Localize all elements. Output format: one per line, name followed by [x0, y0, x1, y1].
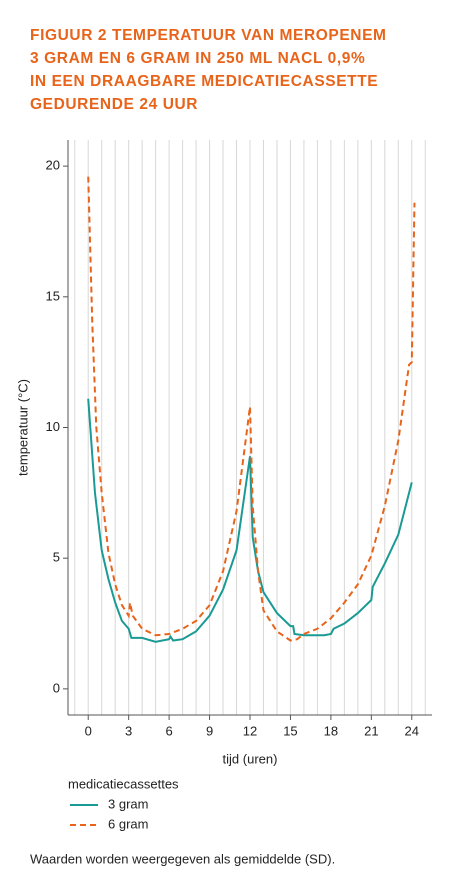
chart-title: 3 GRAM EN 6 GRAM IN 250 ML NACL 0,9%	[30, 50, 365, 67]
y-tick-label: 20	[46, 158, 60, 173]
y-tick-label: 5	[53, 550, 60, 565]
x-tick-label: 0	[85, 723, 92, 738]
legend-title: medicatiecassettes	[68, 776, 179, 791]
note: Waarden worden weergegeven als gemiddeld…	[30, 851, 335, 866]
x-tick-label: 24	[405, 723, 419, 738]
x-tick-label: 6	[165, 723, 172, 738]
x-tick-label: 21	[364, 723, 378, 738]
x-tick-label: 12	[243, 723, 257, 738]
x-axis-label: tijd (uren)	[223, 751, 278, 766]
chart-title: IN EEN DRAAGBARE MEDICATIECASSETTE	[30, 73, 378, 90]
x-tick-label: 15	[283, 723, 297, 738]
y-tick-label: 10	[46, 419, 60, 434]
line-series	[87, 176, 416, 642]
y-tick-label: 15	[46, 288, 60, 303]
x-tick-label: 18	[324, 723, 338, 738]
y-tick-label: 0	[53, 680, 60, 695]
legend-label: 6 gram	[108, 816, 148, 831]
x-tick-label: 3	[125, 723, 132, 738]
chart-title: FIGUUR 2 TEMPERATUUR VAN MEROPENEM	[30, 27, 387, 44]
y-axis-label: temperatuur (°C)	[15, 379, 30, 476]
x-tick-label: 9	[206, 723, 213, 738]
chart-title: GEDURENDE 24 UUR	[30, 96, 198, 113]
line-series	[87, 398, 413, 643]
legend-label: 3 gram	[108, 796, 148, 811]
